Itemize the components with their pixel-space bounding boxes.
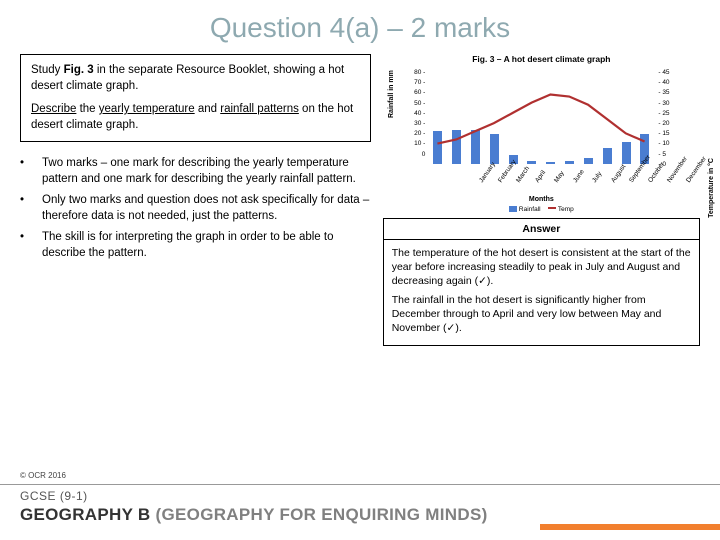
- list-item: •Only two marks and question does not as…: [20, 193, 371, 224]
- y-axis-right-ticks: - 45- 40- 35- 30- 25- 20- 15- 10- 5- 0: [658, 70, 672, 172]
- left-column: Study Fig. 3 in the separate Resource Bo…: [20, 54, 371, 346]
- legend-swatch-rain: [509, 206, 517, 212]
- question-para-1: Study Fig. 3 in the separate Resource Bo…: [31, 63, 360, 94]
- x-axis-labels: JanuaryFebruaryMarchAprilMayJuneJulyAugu…: [470, 168, 696, 198]
- answer-body: The temperature of the hot desert is con…: [384, 240, 699, 345]
- list-item: •The skill is for interpreting the graph…: [20, 230, 371, 261]
- figure-caption: Fig. 3 – A hot desert climate graph: [383, 54, 700, 64]
- legend-swatch-temp: [548, 207, 556, 209]
- y-axis-left-label: Rainfall in mm: [388, 70, 395, 118]
- temperature-line: [428, 72, 654, 164]
- footer: © OCR 2016 GCSE (9-1) GEOGRAPHY B (GEOGR…: [0, 484, 720, 540]
- content-area: Study Fig. 3 in the separate Resource Bo…: [0, 44, 720, 346]
- question-box: Study Fig. 3 in the separate Resource Bo…: [20, 54, 371, 142]
- answer-box: Answer The temperature of the hot desert…: [383, 218, 700, 346]
- question-para-2: Describe the yearly temperature and rain…: [31, 102, 360, 133]
- answer-para-2: The rainfall in the hot desert is signif…: [392, 293, 691, 336]
- course-title: GCSE (9-1): [20, 489, 88, 503]
- y-axis-left-ticks: 80 -70 -60 -50 -40 -30 -20 -10 -0: [411, 70, 425, 162]
- answer-para-1: The temperature of the hot desert is con…: [392, 246, 691, 289]
- bullet-list: •Two marks – one mark for describing the…: [20, 156, 371, 261]
- chart-legend: Rainfall Temp: [428, 206, 654, 213]
- y-axis-right-label: Temperature in °C: [708, 158, 715, 218]
- answer-header: Answer: [384, 219, 699, 240]
- climate-chart: Rainfall in mm 80 -70 -60 -50 -40 -30 -2…: [386, 68, 696, 208]
- x-axis-title: Months: [428, 196, 654, 203]
- course-subject: GEOGRAPHY B (GEOGRAPHY FOR ENQUIRING MIN…: [20, 505, 488, 525]
- list-item: •Two marks – one mark for describing the…: [20, 156, 371, 187]
- page-title: Question 4(a) – 2 marks: [0, 0, 720, 44]
- copyright: © OCR 2016: [20, 471, 66, 480]
- brand-stripe: [540, 524, 720, 530]
- right-column: Fig. 3 – A hot desert climate graph Rain…: [383, 54, 700, 346]
- chart-plot-area: JanuaryFebruaryMarchAprilMayJuneJulyAugu…: [428, 72, 654, 164]
